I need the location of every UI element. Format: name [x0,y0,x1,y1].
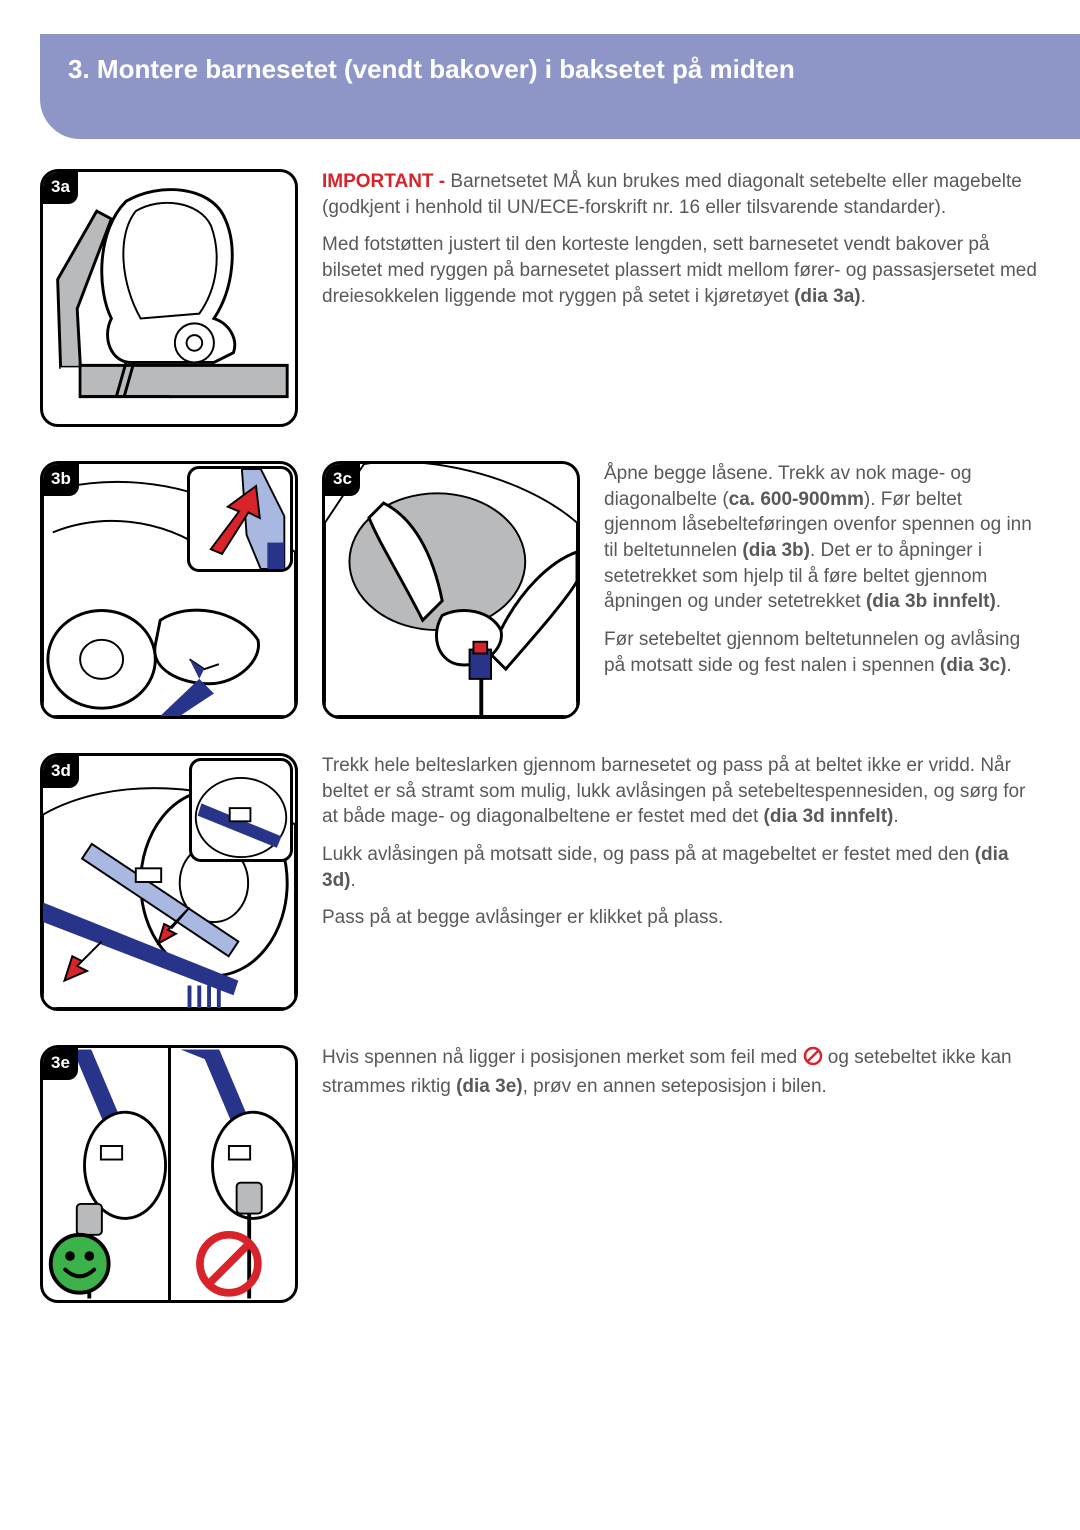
row-3bc: 3b [40,461,1040,719]
page-content: 3a IMPORTANT - Barnetsetet [0,169,1080,1377]
diagram-3e-wrong-figure [171,1048,296,1300]
paragraph-3bc-1: Åpne begge låsene. Trekk av nok mage- og… [604,461,1040,615]
diagram-3e-correct [43,1048,171,1300]
diagram-3e-split [43,1048,295,1300]
diagram-3a-figure [43,172,295,424]
text-3a: IMPORTANT - Barnetsetet MÅ kun brukes me… [322,169,1040,321]
diagram-label-3a: 3a [43,172,78,204]
paragraph-3d-3: Pass på at begge avlåsinger er klikket p… [322,905,1040,931]
section-header-title: 3. Montere barnesetet (vendt bakover) i … [68,54,795,84]
diagram-3b-inset-figure [190,469,290,569]
diagram-3c: 3c [322,461,580,719]
paragraph-3d-2: Lukk avlåsingen på motsatt side, og pass… [322,842,1040,893]
important-label: IMPORTANT - [322,171,450,192]
diagram-pair-3bc: 3b [40,461,580,719]
diagram-3d-inset-figure [192,761,290,859]
paragraph-3a-2: Med fotstøtten justert til den korteste … [322,232,1040,309]
diagram-label-3c: 3c [325,464,360,496]
diagram-3b: 3b [40,461,298,719]
section-header: 3. Montere barnesetet (vendt bakover) i … [40,34,1080,139]
diagram-3a: 3a [40,169,298,427]
paragraph-3d-1: Trekk hele belteslarken gjennom barneset… [322,753,1040,830]
text-3bc: Åpne begge låsene. Trekk av nok mage- og… [604,461,1040,690]
row-3e: 3e [40,1045,1040,1303]
diagram-3e-correct-figure [43,1048,168,1300]
row-3a: 3a IMPORTANT - Barnetsetet [40,169,1040,427]
text-3d: Trekk hele belteslarken gjennom barneset… [322,753,1040,943]
paragraph-3e-1: Hvis spennen nå ligger i posisjonen merk… [322,1045,1040,1099]
paragraph-3bc-2: Før setebeltet gjennom beltetunnelen og … [604,627,1040,678]
diagram-3e-wrong [171,1048,296,1300]
diagram-label-3e: 3e [43,1048,78,1080]
diagram-label-3b: 3b [43,464,79,496]
row-3d: 3d [40,753,1040,1011]
paragraph-important: IMPORTANT - Barnetsetet MÅ kun brukes me… [322,169,1040,220]
diagram-3d-inset [189,758,293,862]
diagram-3d: 3d [40,753,298,1011]
diagram-3e: 3e [40,1045,298,1303]
prohibit-icon [803,1046,823,1074]
diagram-3c-figure [325,464,577,716]
diagram-3b-inset [187,466,293,572]
text-3e: Hvis spennen nå ligger i posisjonen merk… [322,1045,1040,1111]
diagram-label-3d: 3d [43,756,79,788]
